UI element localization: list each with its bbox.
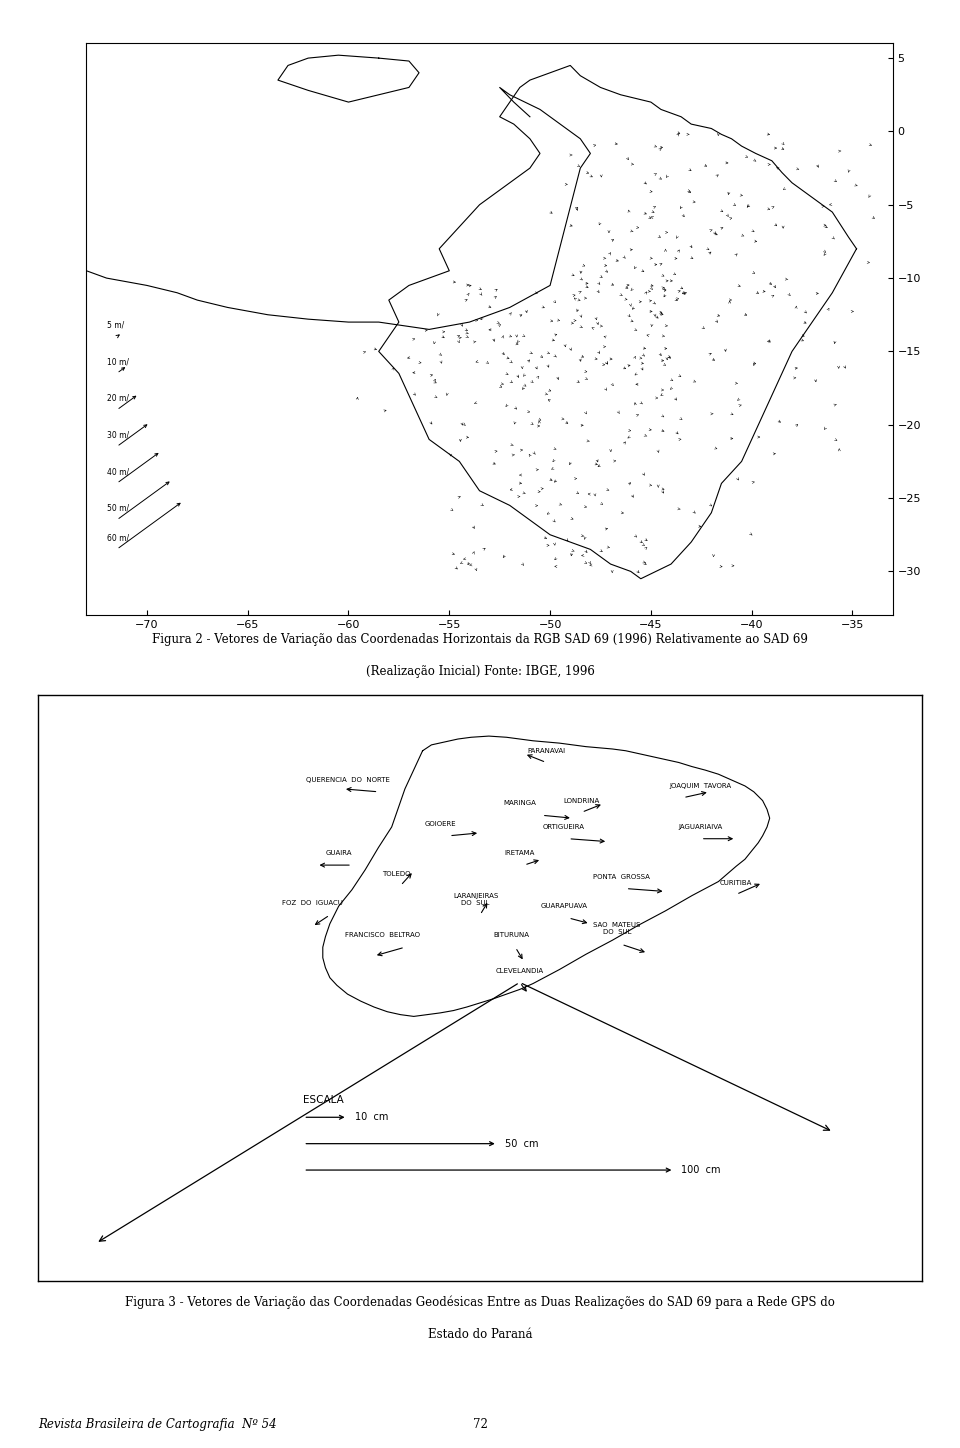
Text: GUAIRA: GUAIRA bbox=[325, 850, 352, 856]
Text: GUARAPUAVA: GUARAPUAVA bbox=[540, 904, 588, 909]
Text: SAO  MATEUS
DO  SUL: SAO MATEUS DO SUL bbox=[593, 922, 640, 935]
Text: ESCALA: ESCALA bbox=[303, 1095, 344, 1105]
Text: MARINGA: MARINGA bbox=[503, 801, 537, 807]
Text: CLEVELANDIA: CLEVELANDIA bbox=[495, 967, 543, 973]
Text: 40 m/: 40 m/ bbox=[107, 468, 129, 476]
Text: Revista Brasileira de Cartografia  Nº 54: Revista Brasileira de Cartografia Nº 54 bbox=[38, 1418, 277, 1431]
Text: 10  cm: 10 cm bbox=[354, 1112, 388, 1122]
Text: 72: 72 bbox=[472, 1418, 488, 1431]
Text: 10 m/: 10 m/ bbox=[107, 358, 129, 366]
Text: GOIOERE: GOIOERE bbox=[424, 821, 456, 827]
Text: 50 m/: 50 m/ bbox=[107, 504, 129, 513]
Text: LONDRINA: LONDRINA bbox=[564, 798, 600, 804]
Text: Estado do Paraná: Estado do Paraná bbox=[428, 1328, 532, 1341]
Text: JAGUARIAIVA: JAGUARIAIVA bbox=[679, 824, 723, 830]
Text: PARANAVAI: PARANAVAI bbox=[527, 747, 565, 753]
Text: TOLEDO: TOLEDO bbox=[382, 870, 410, 877]
Text: 20 m/: 20 m/ bbox=[107, 394, 129, 403]
Text: 100  cm: 100 cm bbox=[682, 1166, 721, 1176]
Text: FOZ  DO  IGUACU: FOZ DO IGUACU bbox=[281, 901, 343, 906]
Text: 50  cm: 50 cm bbox=[505, 1138, 539, 1148]
Text: PONTA  GROSSA: PONTA GROSSA bbox=[593, 873, 650, 880]
Text: Figura 3 - Vetores de Variação das Coordenadas Geodésicas Entre as Duas Realizaç: Figura 3 - Vetores de Variação das Coord… bbox=[125, 1296, 835, 1309]
Text: QUERENCIA  DO  NORTE: QUERENCIA DO NORTE bbox=[305, 778, 390, 783]
Text: LARANJEIRAS
DO  SUL: LARANJEIRAS DO SUL bbox=[453, 893, 498, 906]
Text: (Realização Inicial) Fonte: IBGE, 1996: (Realização Inicial) Fonte: IBGE, 1996 bbox=[366, 665, 594, 678]
Text: ORTIGUEIRA: ORTIGUEIRA bbox=[543, 824, 585, 830]
Text: CURITIBA: CURITIBA bbox=[720, 879, 753, 886]
Text: BITURUNA: BITURUNA bbox=[492, 933, 529, 938]
Text: JOAQUIM  TAVORA: JOAQUIM TAVORA bbox=[670, 783, 732, 789]
Text: IRETAMA: IRETAMA bbox=[505, 850, 535, 856]
Text: Figura 2 - Vetores de Variação das Coordenadas Horizontais da RGB SAD 69 (1996) : Figura 2 - Vetores de Variação das Coord… bbox=[152, 633, 808, 646]
Text: FRANCISCO  BELTRAO: FRANCISCO BELTRAO bbox=[346, 933, 420, 938]
Text: 60 m/: 60 m/ bbox=[107, 533, 129, 542]
Text: 5 m/: 5 m/ bbox=[107, 320, 124, 330]
Text: 30 m/: 30 m/ bbox=[107, 430, 129, 439]
